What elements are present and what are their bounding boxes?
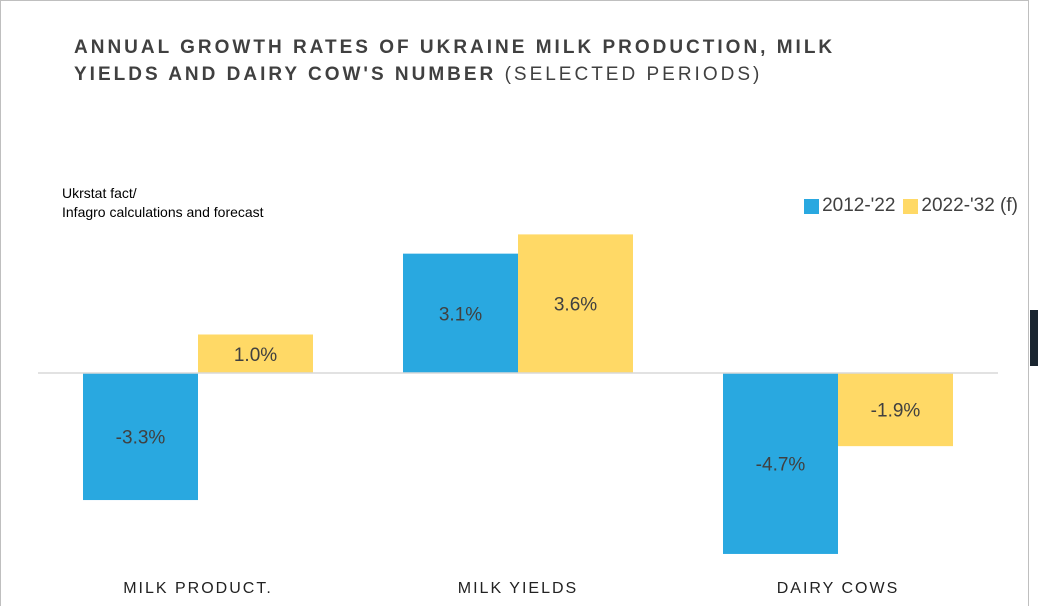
edge-decoration: [1030, 310, 1038, 366]
chart-title-light: (SELECTED PERIODS): [504, 64, 763, 85]
category-label-1: MILK PRODUCT.: [123, 580, 273, 597]
bar-2-1: [198, 334, 313, 373]
data-label-1-3: -4.7%: [756, 454, 806, 475]
legend-swatch-series-1: [804, 198, 820, 214]
data-label-1-2: 3.1%: [439, 304, 482, 325]
chart-title: ANNUAL GROWTH RATES OF UKRAINE MILK PROD…: [74, 34, 894, 88]
source-note: Ukrstat fact/ Infagro calculations and f…: [62, 184, 264, 222]
legend-item-series-1: 2012-'22: [804, 195, 895, 217]
legend-swatch-series-2: [903, 198, 919, 214]
data-label-1-1: -3.3%: [116, 428, 166, 449]
bar-1-3: [723, 373, 838, 554]
bar-1-2: [403, 253, 518, 373]
legend-label-series-2: 2022-'32 (f): [921, 195, 1018, 216]
bar-2-2: [518, 234, 633, 373]
data-label-2-2: 3.6%: [554, 295, 597, 316]
source-line-1: Ukrstat fact/: [62, 185, 137, 201]
chart-title-bold: ANNUAL GROWTH RATES OF UKRAINE MILK PROD…: [74, 37, 836, 85]
data-label-2-3: -1.9%: [871, 401, 921, 422]
source-line-2: Infagro calculations and forecast: [62, 204, 264, 220]
chart-legend: 2012-'22 2022-'32 (f): [796, 195, 1018, 217]
legend-label-series-1: 2012-'22: [822, 195, 896, 216]
data-label-2-1: 1.0%: [234, 345, 277, 366]
legend-item-series-2: 2022-'32 (f): [903, 195, 1018, 217]
category-label-2: MILK YIELDS: [458, 580, 578, 597]
category-label-3: DAIRY COWS: [777, 580, 900, 597]
bar-2-3: [838, 373, 953, 447]
bar-1-1: [83, 373, 198, 501]
